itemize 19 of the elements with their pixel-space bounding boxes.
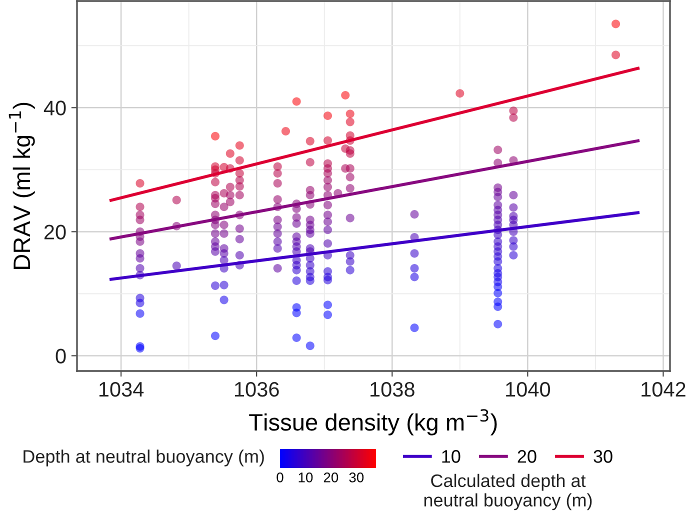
color-bar-label: 30 xyxy=(349,472,364,482)
color-bar-label: 10 xyxy=(298,472,313,482)
x-tick-label: 1038 xyxy=(370,382,414,397)
x-tick-label: 1042 xyxy=(642,382,686,397)
legend-label: 30 xyxy=(594,450,612,463)
color-bar-label: 20 xyxy=(324,472,338,482)
color-bar-title: Depth at neutral buoyancy (m) xyxy=(24,450,264,466)
x-tick-label: 1034 xyxy=(99,382,144,397)
y-tick-label: 20 xyxy=(44,224,66,240)
y-axis-title: DRAV (ml kg$^{−1}$) xyxy=(8,102,35,269)
x-tick-label: 1040 xyxy=(506,382,550,397)
x-axis-title: Tissue density (kg m$^{−3}$) xyxy=(249,409,497,436)
y-tick-label: 40 xyxy=(44,100,66,116)
y-tick-label: 0 xyxy=(56,348,66,364)
color-bar-label: 0 xyxy=(276,472,284,482)
x-tick-label: 1036 xyxy=(235,382,279,397)
legend-label: 20 xyxy=(518,450,536,463)
legend-title: Calculated depth at neutral buoyancy (m) xyxy=(424,474,592,510)
legend-label: 10 xyxy=(442,450,460,463)
